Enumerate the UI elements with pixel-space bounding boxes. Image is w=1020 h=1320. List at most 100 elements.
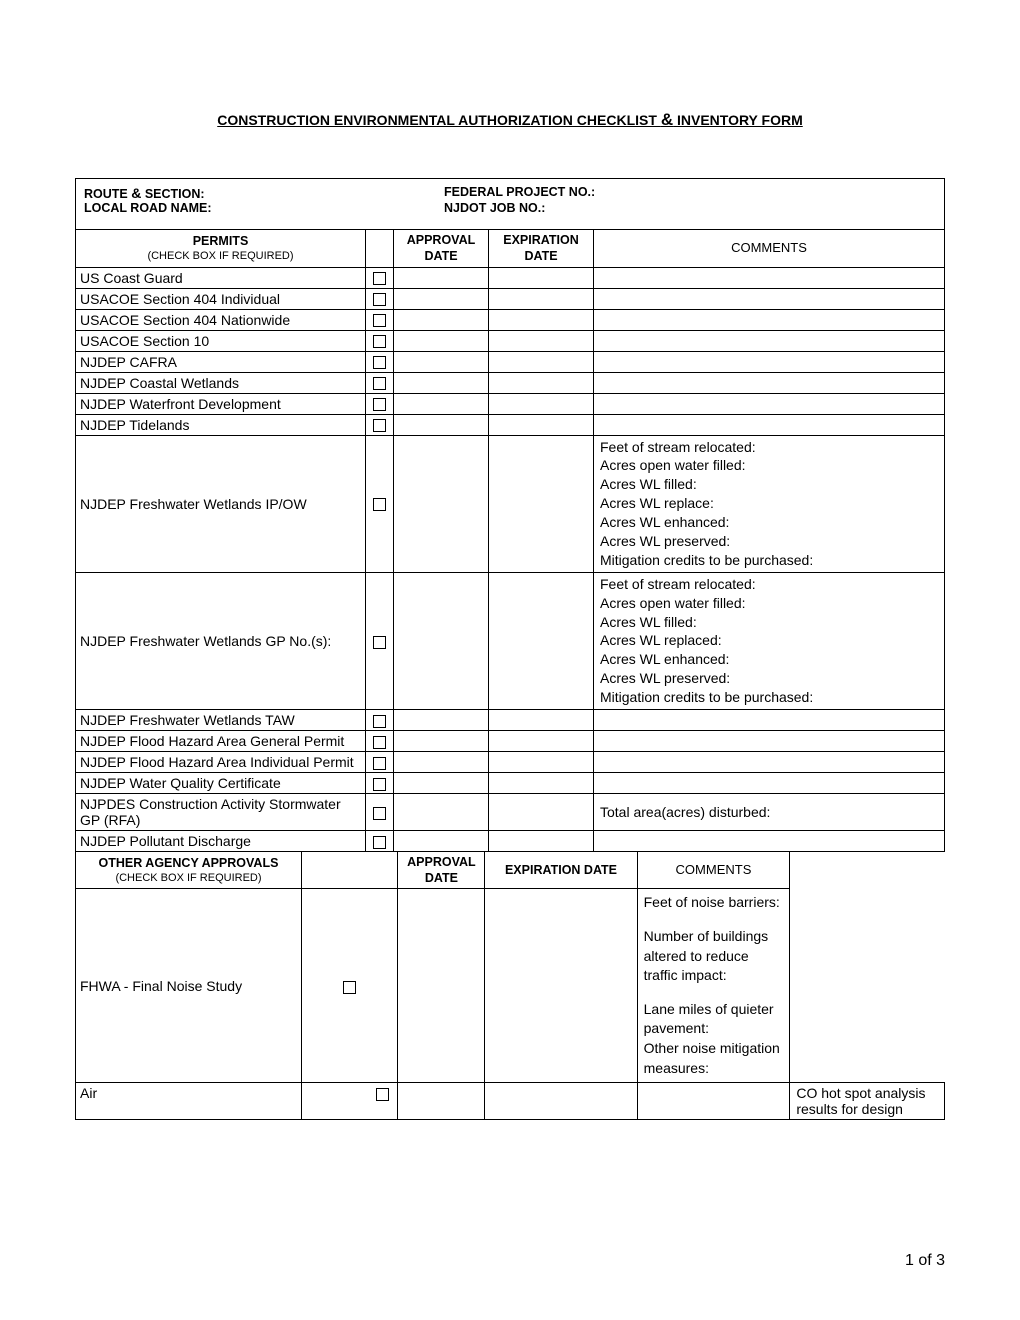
expiration-cell[interactable] <box>489 309 594 330</box>
permit-check[interactable] <box>366 730 394 751</box>
title-suffix: INVENTORY FORM <box>673 112 803 128</box>
permit-check[interactable] <box>302 1083 398 1120</box>
comments-cell <box>594 267 945 288</box>
expiration-cell[interactable] <box>489 393 594 414</box>
comments-cell <box>594 830 945 851</box>
permit-check[interactable] <box>366 309 394 330</box>
title-prefix: CONSTRUCTION ENVIRONMENTAL AUTHORIZATION… <box>217 112 661 128</box>
approval-cell[interactable] <box>394 414 489 435</box>
other-header: OTHER AGENCY APPROVALS (CHECK BOX IF REQ… <box>76 852 302 889</box>
permit-name: NJDEP Tidelands <box>76 414 366 435</box>
approval-cell[interactable] <box>394 309 489 330</box>
federal-project-label: FEDERAL PROJECT NO.: <box>444 185 595 201</box>
expiration-cell[interactable] <box>489 830 594 851</box>
comments-header: COMMENTS <box>637 852 790 889</box>
approval-cell[interactable] <box>394 793 489 830</box>
approval-cell[interactable] <box>394 730 489 751</box>
permit-name: NJDEP Water Quality Certificate <box>76 772 366 793</box>
permit-check[interactable] <box>366 830 394 851</box>
expiration-cell[interactable] <box>489 414 594 435</box>
approval-cell[interactable] <box>394 830 489 851</box>
permit-name: NJDEP Freshwater Wetlands IP/OW <box>76 435 366 572</box>
comments-cell: Feet of stream relocated:Acres open wate… <box>594 435 945 572</box>
comments-header: COMMENTS <box>594 230 945 268</box>
approval-cell[interactable] <box>394 772 489 793</box>
permit-check[interactable] <box>302 889 398 1083</box>
comments-cell: Feet of stream relocated:Acres open wate… <box>594 572 945 709</box>
expiration-cell[interactable] <box>489 730 594 751</box>
header-box: ROUTE & SECTION: FEDERAL PROJECT NO.: LO… <box>75 178 945 229</box>
expiration-cell[interactable] <box>485 889 637 1083</box>
permit-check[interactable] <box>366 372 394 393</box>
permit-name: US Coast Guard <box>76 267 366 288</box>
title-amp: & <box>661 110 673 129</box>
expiration-cell[interactable] <box>489 772 594 793</box>
approval-cell[interactable] <box>394 572 489 709</box>
permit-check[interactable] <box>366 288 394 309</box>
approval-cell[interactable] <box>485 1083 637 1120</box>
route-section-label: ROUTE & SECTION: <box>84 185 444 201</box>
expiration-cell[interactable] <box>637 1083 790 1120</box>
comments-cell <box>594 393 945 414</box>
expiration-cell[interactable] <box>489 751 594 772</box>
permit-name: NJDEP Freshwater Wetlands TAW <box>76 709 366 730</box>
approval-cell[interactable] <box>394 393 489 414</box>
expiration-cell[interactable] <box>489 372 594 393</box>
permit-check[interactable] <box>366 793 394 830</box>
permit-check[interactable] <box>366 330 394 351</box>
approval-cell[interactable] <box>398 889 485 1083</box>
other-header-title: OTHER AGENCY APPROVALS <box>80 855 297 871</box>
permit-check[interactable] <box>366 772 394 793</box>
permit-check[interactable] <box>366 435 394 572</box>
page-number: 1 of 3 <box>905 1252 945 1270</box>
approval-cell[interactable] <box>394 709 489 730</box>
expiration-cell[interactable] <box>489 330 594 351</box>
permit-name: USACOE Section 404 Individual <box>76 288 366 309</box>
comments-cell <box>594 772 945 793</box>
expiration-header: EXPIRATION DATE <box>489 230 594 268</box>
local-road-label: LOCAL ROAD NAME: <box>84 201 444 215</box>
check-header <box>366 230 394 268</box>
page-title: CONSTRUCTION ENVIRONMENTAL AUTHORIZATION… <box>75 110 945 130</box>
permit-check[interactable] <box>366 709 394 730</box>
blank-cell <box>398 1083 485 1120</box>
check-header <box>302 852 398 889</box>
expiration-cell[interactable] <box>489 288 594 309</box>
comments-cell <box>594 372 945 393</box>
permit-check[interactable] <box>366 267 394 288</box>
permit-name: NJDEP CAFRA <box>76 351 366 372</box>
approval-cell[interactable] <box>394 330 489 351</box>
approval-cell[interactable] <box>394 288 489 309</box>
comments-cell <box>594 709 945 730</box>
permit-check[interactable] <box>366 351 394 372</box>
permit-name: USACOE Section 10 <box>76 330 366 351</box>
permit-name: NJDEP Waterfront Development <box>76 393 366 414</box>
approval-cell[interactable] <box>394 751 489 772</box>
approval-cell[interactable] <box>394 351 489 372</box>
permits-table: PERMITS (CHECK BOX IF REQUIRED) APPROVAL… <box>75 229 945 852</box>
permit-name: NJPDES Construction Activity Stormwater … <box>76 793 366 830</box>
permit-name: NJDEP Freshwater Wetlands GP No.(s): <box>76 572 366 709</box>
permit-check[interactable] <box>366 414 394 435</box>
other-header-sub: (CHECK BOX IF REQUIRED) <box>80 871 297 885</box>
permit-check[interactable] <box>366 393 394 414</box>
permit-check[interactable] <box>366 572 394 709</box>
comments-cell <box>594 330 945 351</box>
expiration-cell[interactable] <box>489 435 594 572</box>
permits-header: PERMITS (CHECK BOX IF REQUIRED) <box>76 230 366 268</box>
other-agency-table: OTHER AGENCY APPROVALS (CHECK BOX IF REQ… <box>75 852 945 1120</box>
expiration-cell[interactable] <box>489 709 594 730</box>
approval-cell[interactable] <box>394 372 489 393</box>
expiration-cell[interactable] <box>489 572 594 709</box>
comments-cell <box>594 288 945 309</box>
expiration-cell[interactable] <box>489 267 594 288</box>
comments-cell: CO hot spot analysis results for design <box>790 1083 945 1120</box>
permit-check[interactable] <box>366 751 394 772</box>
comments-cell <box>594 414 945 435</box>
approval-cell[interactable] <box>394 435 489 572</box>
approval-cell[interactable] <box>394 267 489 288</box>
permit-name: NJDEP Flood Hazard Area Individual Permi… <box>76 751 366 772</box>
comments-cell <box>594 730 945 751</box>
expiration-cell[interactable] <box>489 351 594 372</box>
expiration-cell[interactable] <box>489 793 594 830</box>
